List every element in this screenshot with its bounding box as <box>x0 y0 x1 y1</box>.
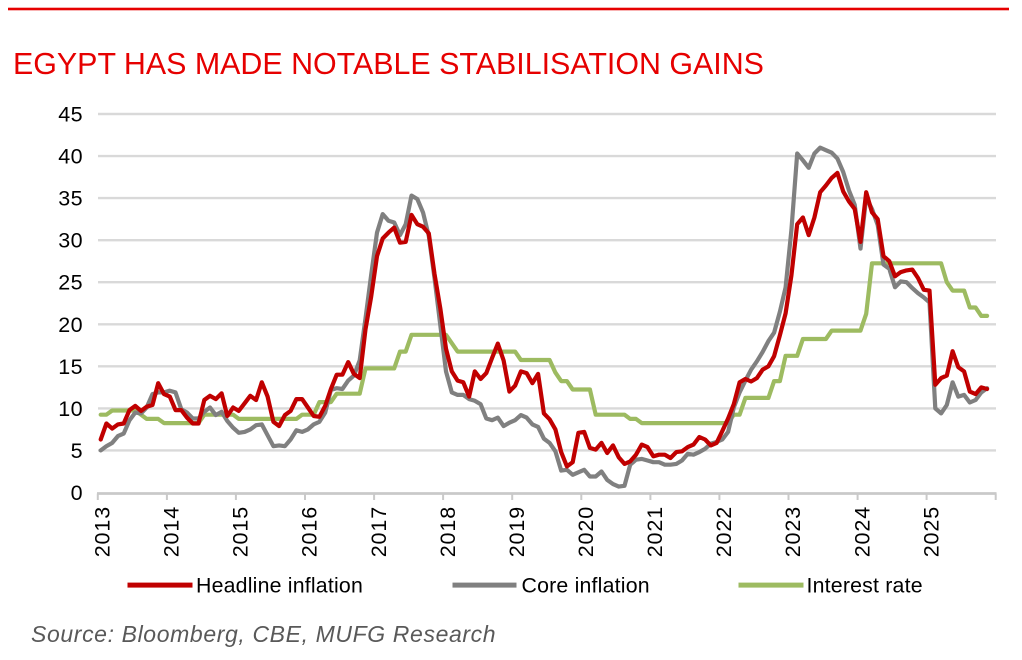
svg-text:2019: 2019 <box>505 506 529 557</box>
svg-text:15: 15 <box>58 355 83 379</box>
svg-text:Source: Bloomberg, CBE, MUFG R: Source: Bloomberg, CBE, MUFG Research <box>31 621 496 647</box>
svg-text:20: 20 <box>58 313 83 337</box>
svg-text:0: 0 <box>71 481 83 505</box>
svg-text:2021: 2021 <box>643 506 667 557</box>
svg-text:Headline inflation: Headline inflation <box>196 573 363 597</box>
svg-text:10: 10 <box>58 397 83 421</box>
svg-text:2023: 2023 <box>781 506 805 557</box>
svg-text:2024: 2024 <box>850 506 874 557</box>
svg-text:45: 45 <box>58 103 83 127</box>
svg-text:5: 5 <box>71 439 83 463</box>
svg-text:2020: 2020 <box>574 506 598 557</box>
svg-text:2017: 2017 <box>367 506 391 557</box>
svg-text:35: 35 <box>58 187 83 211</box>
svg-text:Core inflation: Core inflation <box>522 573 650 597</box>
svg-text:2016: 2016 <box>298 506 322 557</box>
svg-text:30: 30 <box>58 229 83 253</box>
svg-text:2015: 2015 <box>229 506 253 557</box>
svg-text:2018: 2018 <box>436 506 460 557</box>
svg-text:25: 25 <box>58 271 83 295</box>
svg-text:2022: 2022 <box>712 506 736 557</box>
svg-text:Interest rate: Interest rate <box>807 573 923 597</box>
svg-text:40: 40 <box>58 145 83 169</box>
svg-text:2013: 2013 <box>91 506 115 557</box>
svg-text:EGYPT HAS MADE NOTABLE STABILI: EGYPT HAS MADE NOTABLE STABILISATION GAI… <box>13 47 764 81</box>
svg-text:2014: 2014 <box>160 506 184 557</box>
svg-text:2025: 2025 <box>919 506 943 557</box>
